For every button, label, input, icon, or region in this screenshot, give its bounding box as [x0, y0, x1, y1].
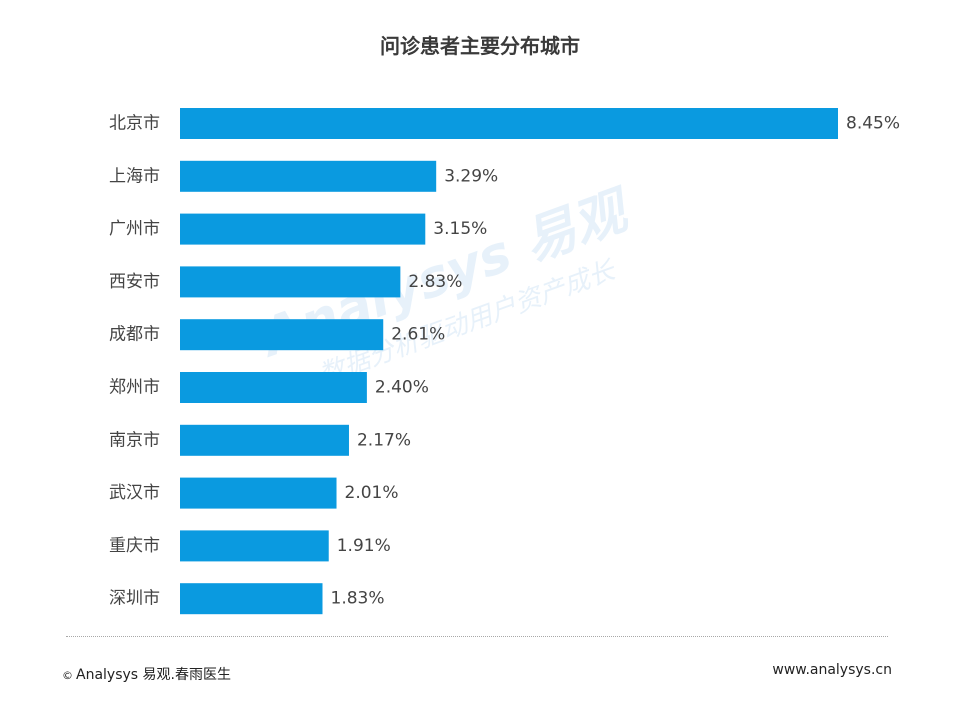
category-label: 武汉市 [109, 483, 160, 503]
footer-credit: © Analysys 易观.春雨医生 [62, 664, 231, 684]
value-label: 2.61% [391, 325, 445, 345]
bar [180, 372, 367, 403]
value-label: 3.29% [444, 166, 498, 186]
value-label: 2.83% [408, 272, 462, 292]
value-label: 3.15% [433, 219, 487, 239]
category-label: 郑州市 [109, 378, 160, 398]
bar [180, 213, 426, 245]
bar [180, 108, 838, 139]
bars [180, 108, 838, 615]
copyright-symbol: © [62, 669, 73, 682]
bar [180, 477, 337, 509]
footer-divider [66, 636, 888, 637]
bar [180, 266, 401, 298]
category-label: 深圳市 [109, 589, 160, 609]
category-label: 广州市 [109, 219, 160, 239]
category-label: 成都市 [109, 325, 160, 345]
value-label: 1.91% [337, 536, 391, 556]
value-label: 1.83% [331, 589, 385, 609]
category-label: 上海市 [109, 166, 160, 186]
bar [180, 530, 329, 562]
category-label: 重庆市 [109, 536, 160, 556]
value-label: 2.40% [375, 378, 429, 398]
category-label: 西安市 [109, 272, 160, 292]
category-label: 南京市 [109, 430, 160, 450]
bar [180, 583, 323, 615]
footer-website: www.analysys.cn [772, 662, 892, 678]
value-label: 2.17% [357, 430, 411, 450]
footer-credit-text: Analysys 易观.春雨医生 [76, 667, 231, 683]
chart-title: 问诊患者主要分布城市 [380, 34, 580, 58]
value-label: 2.01% [345, 483, 399, 503]
bar [180, 160, 437, 192]
bar [180, 424, 349, 456]
value-label: 8.45% [846, 114, 900, 134]
bar [180, 319, 384, 351]
category-label: 北京市 [109, 114, 160, 134]
value-labels: 8.45% 3.29% 3.15% 2.83% 2.61% 2.40% 2.17% 2.01%… [331, 114, 901, 609]
